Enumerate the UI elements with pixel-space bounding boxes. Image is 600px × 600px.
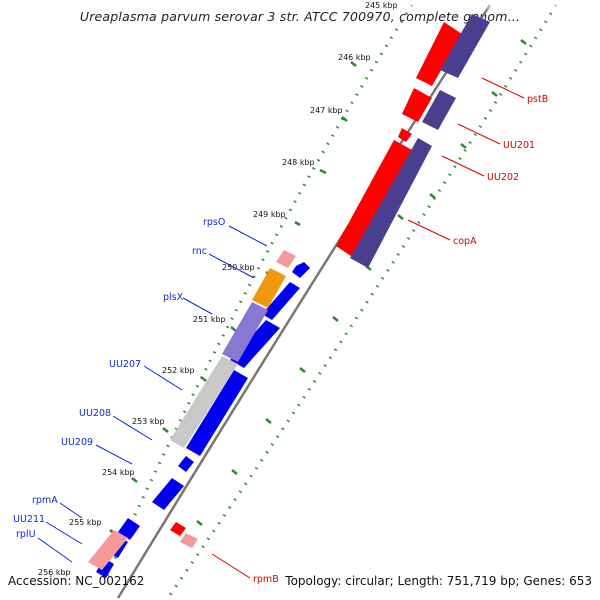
orf-bar[interactable] [422,90,456,130]
gene-label[interactable]: rpsO [203,217,225,228]
orf-bar[interactable] [350,138,432,268]
outer-major-ticks [196,39,527,526]
gene-rpmA[interactable] [118,518,140,540]
gene-label[interactable]: UU209 [61,437,93,448]
gene-labels-right: pstB UU201 UU202 copA rpmB [253,94,548,585]
gene-label[interactable]: rpmA [32,495,58,506]
feature-rpsO[interactable] [276,250,296,268]
scale-label: 248 kbp [282,158,315,167]
scale-label: 245 kbp [365,1,398,10]
left-leader-lines [37,225,268,563]
feature-plsX[interactable] [222,302,268,362]
scale-label: 251 kbp [193,315,226,324]
gene-rplU[interactable] [96,558,114,578]
outer-tick-ring [168,4,558,596]
gene-label[interactable]: UU207 [109,359,141,370]
gene-label[interactable]: copA [453,236,477,247]
gene-label[interactable]: UU211 [13,514,45,525]
scale-label: 253 kbp [132,417,165,426]
gene-label[interactable]: UU201 [503,140,535,151]
gene-label[interactable]: rplU [16,529,36,540]
genome-stats-text: Topology: circular; Length: 751,719 bp; … [285,574,592,588]
scale-labels: 245 kbp 246 kbp 247 kbp 248 kbp 249 kbp … [38,1,398,577]
orf-track-outer [350,14,490,268]
gene-labels-left: rpsO rnc plsX UU207 UU208 UU209 rpmA UU2… [13,217,225,540]
gene-label[interactable]: UU202 [487,172,519,183]
gene-UU209[interactable] [152,478,184,510]
gene-label[interactable]: rnc [192,246,207,257]
gene-rpsO[interactable] [292,262,310,278]
gene-label[interactable]: plsX [163,292,184,303]
gene-UU207[interactable] [186,370,248,456]
map-title: Ureaplasma parvum serovar 3 str. ATCC 70… [79,9,521,24]
forward-genes-outer [170,22,462,548]
scale-label: 256 kbp [38,568,71,577]
gene-pstB[interactable] [416,22,462,86]
genome-backbone [116,4,492,599]
inner-major-ticks [109,61,357,535]
gene-rpmB[interactable] [170,522,186,536]
inner-feature-track [88,250,296,570]
gene-UU201[interactable] [402,88,432,122]
right-leader-lines [211,77,525,579]
inner-tick-ring [103,4,414,581]
scale-label: 246 kbp [338,53,371,62]
scale-label: 250 kbp [222,263,255,272]
gene-rnc[interactable] [262,282,300,320]
feature-rpmA[interactable] [88,530,128,570]
orf-bar[interactable] [440,14,490,78]
gene-copA[interactable] [336,140,412,258]
feature-UU207[interactable] [170,356,238,448]
scale-label: 255 kbp [69,518,102,527]
scale-label: 252 kbp [162,366,195,375]
gene-label[interactable]: rpmB [253,574,279,585]
gene-label[interactable]: UU208 [79,408,111,419]
accession-text: Accession: NC_002162 [8,574,145,588]
gene-UU202[interactable] [398,128,412,142]
gene-plsX[interactable] [230,320,280,368]
feature-rnc[interactable] [252,268,286,308]
gene-label[interactable]: pstB [527,94,548,105]
scale-label: 247 kbp [310,106,343,115]
scale-label: 254 kbp [102,468,135,477]
scale-label: 249 kbp [253,210,286,219]
gene-UU208[interactable] [178,456,194,472]
gene-rpmB-light[interactable] [180,533,198,548]
